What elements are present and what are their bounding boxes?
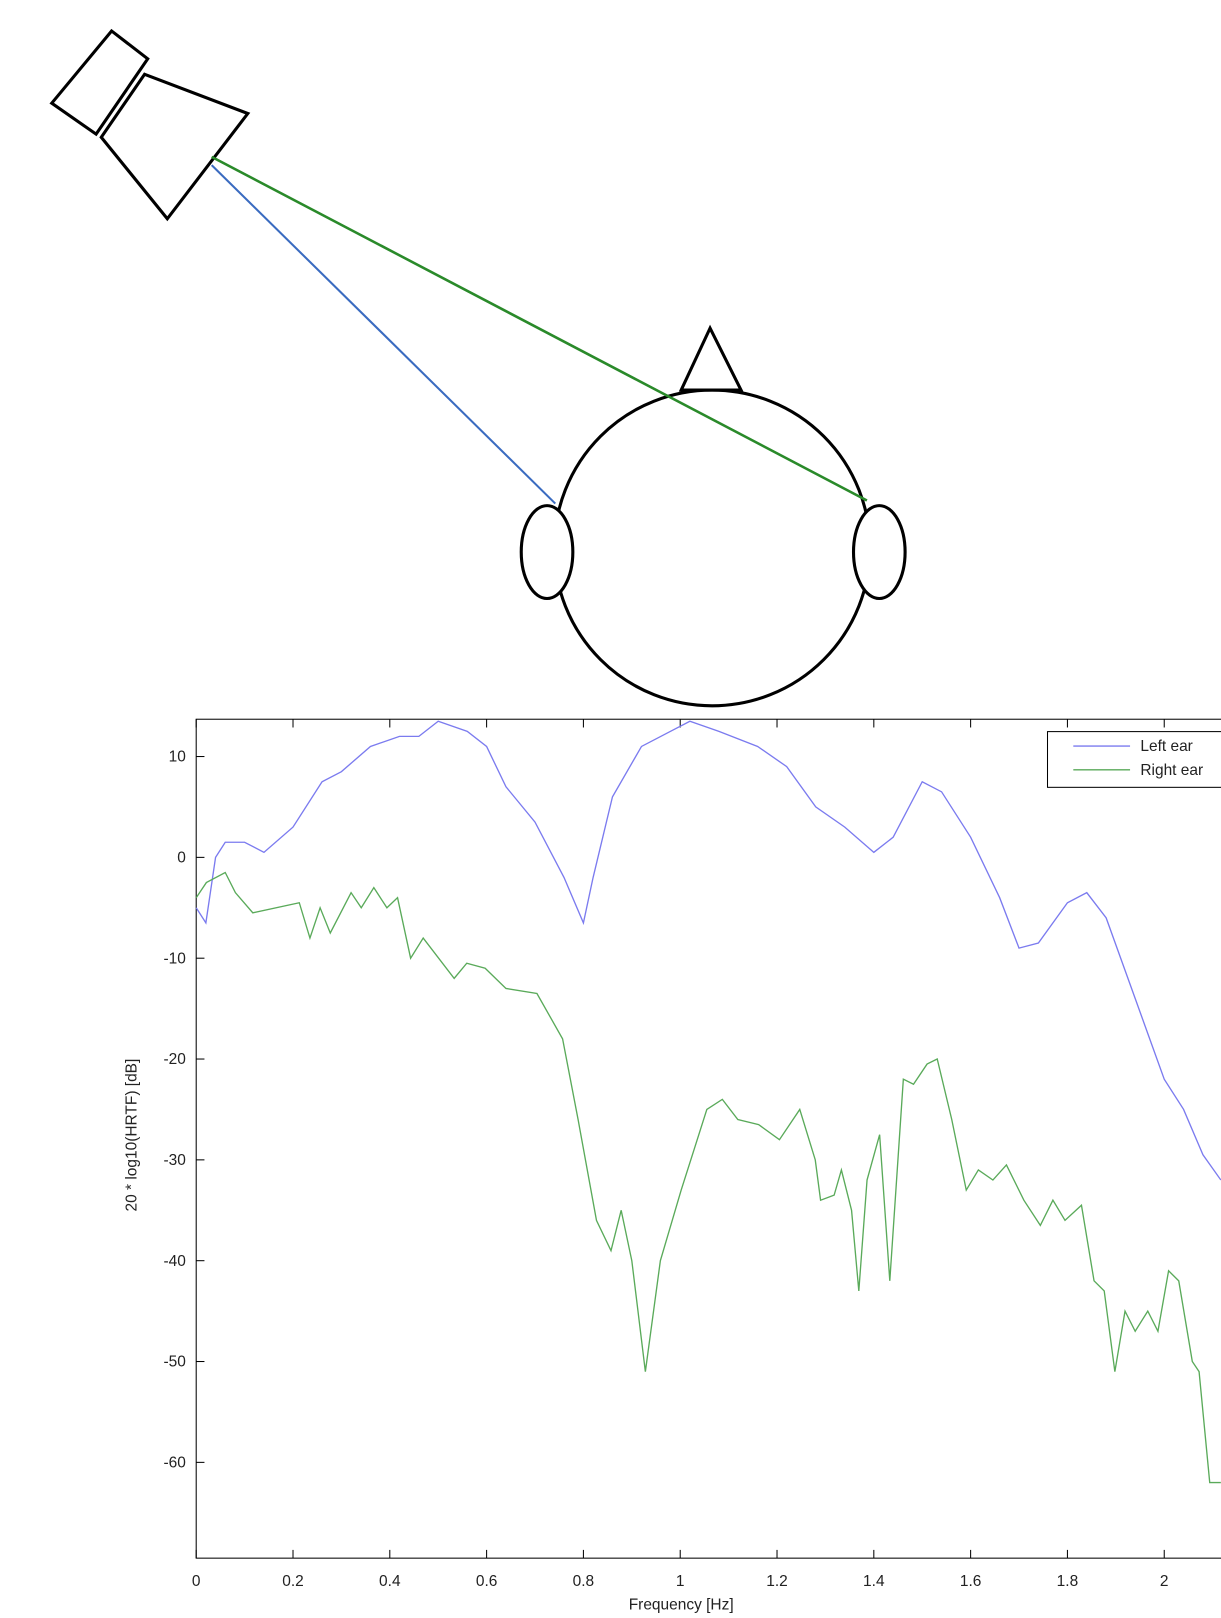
series-line: [196, 872, 1221, 1482]
figure: Frequency [Hz] 20 * log10(HRTF) [dB] 0 0.…: [0, 0, 1221, 1618]
x-tick-label: 0.2: [282, 1573, 304, 1590]
y-tick-label: -20: [164, 1051, 186, 1068]
series-line: [196, 721, 1221, 1180]
x-tick-label: 1.4: [863, 1573, 885, 1590]
y-axis-label: 20 * log10(HRTF) [dB]: [123, 1059, 140, 1212]
right-ear: [854, 506, 906, 599]
x-tick-label: 2: [1160, 1573, 1169, 1590]
path-left: [212, 165, 556, 503]
legend-box: [1048, 732, 1221, 788]
x-tick-label: 1.6: [960, 1573, 982, 1590]
legend-label: Left ear: [1140, 738, 1192, 755]
y-tick-label: -40: [164, 1253, 186, 1270]
x-tick-label: 1.8: [1057, 1573, 1079, 1590]
page: {"chart_data": {"type": "line", "xlabel"…: [0, 0, 1221, 1618]
nose: [681, 328, 741, 390]
left-ear: [521, 506, 573, 599]
legend-label: Right ear: [1140, 762, 1203, 779]
y-tick-label: -10: [164, 950, 186, 967]
y-tick-label: 10: [169, 749, 186, 766]
x-tick-label: 0: [192, 1573, 201, 1590]
axes-box: [196, 719, 1221, 1558]
x-tick-label: 0.6: [476, 1573, 498, 1590]
path-right: [212, 157, 867, 501]
x-tick-label: 0.4: [379, 1573, 401, 1590]
x-tick-label: 1: [676, 1573, 685, 1590]
head: [554, 390, 870, 706]
y-tick-label: -30: [164, 1152, 186, 1169]
x-tick-label: 0.8: [573, 1573, 595, 1590]
y-tick-label: -60: [164, 1455, 186, 1472]
x-tick-label: 1.2: [766, 1573, 788, 1590]
y-tick-label: -50: [164, 1354, 186, 1371]
y-tick-label: 0: [177, 850, 186, 867]
diagram: [52, 31, 905, 706]
x-axis-label: Frequency [Hz]: [629, 1597, 734, 1614]
speaker-magnet: [52, 31, 148, 134]
